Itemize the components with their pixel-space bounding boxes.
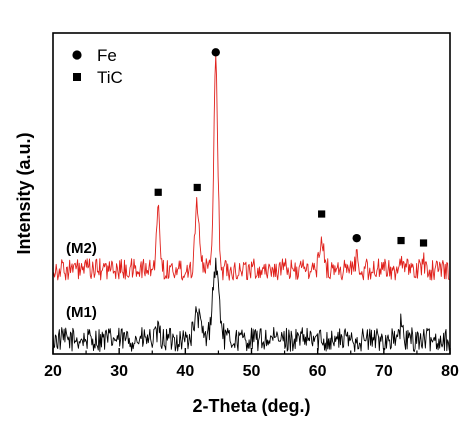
- legend-fe-icon: [72, 50, 82, 60]
- legend-tic-icon: [73, 73, 81, 81]
- x-tick-label: 70: [375, 363, 393, 380]
- legend-label-fe: Fe: [97, 46, 117, 65]
- tic-peak-marker: [154, 188, 162, 196]
- tic-peak-marker: [193, 183, 201, 192]
- series-line-m2: [53, 55, 450, 281]
- x-tick-label: 80: [441, 363, 459, 380]
- x-tick-label: 20: [44, 363, 62, 380]
- fe-peak-marker: [352, 233, 361, 243]
- x-tick-label: 50: [243, 363, 261, 380]
- legend: Fe TiC: [72, 46, 123, 87]
- series-label-m2: (M2): [66, 240, 97, 257]
- y-axis-title: Intensity (a.u.): [14, 132, 34, 254]
- series-label-m1: (M1): [66, 304, 97, 321]
- fe-peak-marker: [211, 48, 220, 57]
- peak-marker-layer: [154, 48, 428, 247]
- labels-layer: (M1) (M2) 2-Theta (deg.) Intensity (a.u.): [14, 132, 311, 416]
- x-axis-title: 2-Theta (deg.): [192, 396, 310, 416]
- x-tick-label: 40: [176, 363, 194, 380]
- x-tick-label: 60: [309, 363, 327, 380]
- tic-peak-marker: [419, 239, 428, 247]
- tic-peak-marker: [397, 236, 405, 245]
- tic-peak-marker: [318, 210, 326, 218]
- axes-layer: 20 30 40 50 60 70 80: [44, 32, 459, 380]
- x-tick-label: 30: [110, 363, 128, 380]
- plot-area: [53, 55, 450, 353]
- legend-label-tic: TiC: [97, 68, 123, 87]
